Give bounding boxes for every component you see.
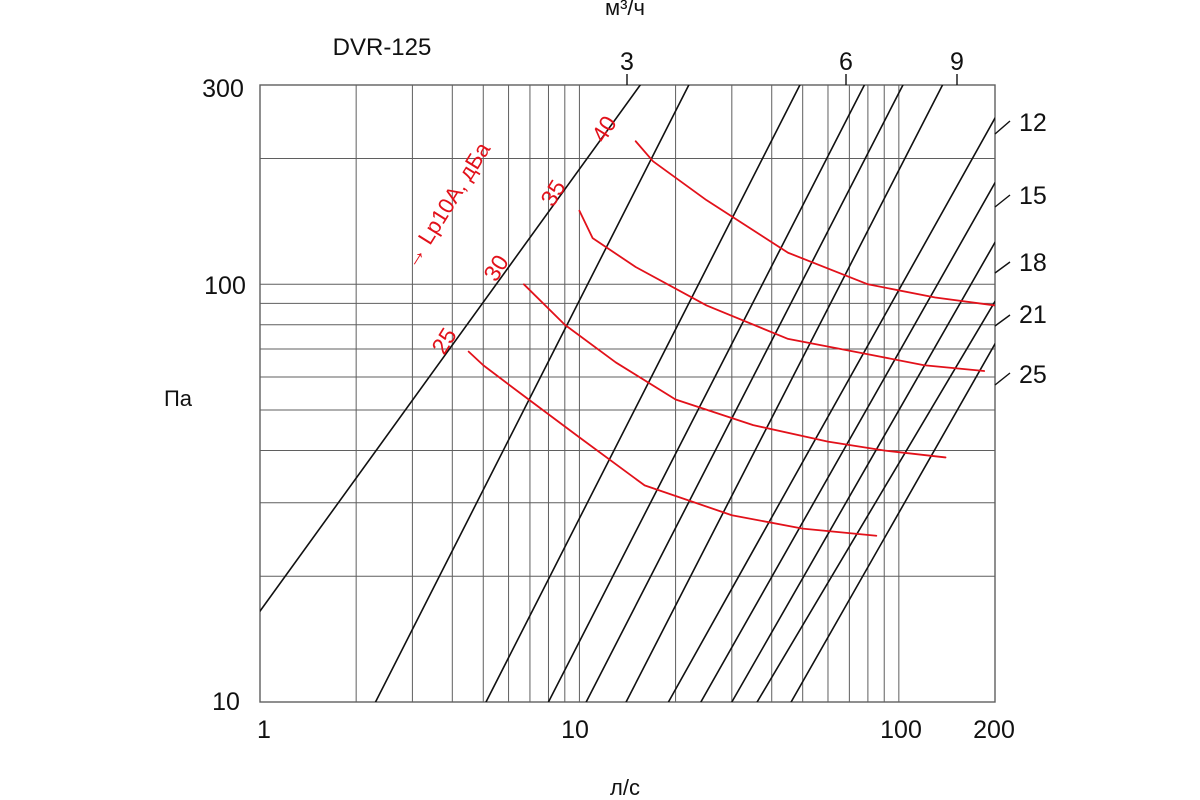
series-curve-40 [634, 140, 995, 307]
right-label-15: 15 [1019, 182, 1047, 210]
diagonal-line-7 [667, 117, 995, 702]
x-tick-1: 1 [257, 716, 271, 744]
right-label-mark-1 [994, 120, 1011, 135]
diagonal-line-2 [374, 85, 690, 702]
right-label-12: 12 [1019, 109, 1047, 137]
right-label-25: 25 [1019, 361, 1047, 389]
diagonal-line-8 [700, 181, 995, 702]
top-tick-9: 9 [950, 48, 964, 76]
diagonal-line-10 [756, 300, 995, 702]
y-tick-300: 300 [202, 75, 244, 103]
plot-frame [259, 84, 996, 703]
right-label-mark-4 [994, 314, 1011, 327]
series-curve-25 [467, 350, 878, 537]
right-label-mark-5 [994, 372, 1011, 386]
top-tick-6: 6 [839, 48, 853, 76]
diagonal-line-5 [585, 85, 904, 702]
right-label-mark-3 [994, 261, 1011, 274]
grid-layer [260, 85, 995, 702]
top-axis-label: м³/ч [605, 0, 645, 20]
right-label-mark-2 [994, 194, 1011, 208]
ticks-layer [626, 74, 1011, 386]
bottom-axis-label: л/с [610, 775, 640, 800]
x-tick-10: 10 [561, 716, 589, 744]
left-axis-label: Па [164, 386, 193, 411]
x-tick-200: 200 [973, 716, 1015, 744]
diagonal-line-4 [547, 85, 866, 702]
series-curve-35 [578, 209, 986, 372]
right-label-18: 18 [1019, 249, 1047, 277]
diagonal-line-11 [790, 343, 995, 702]
x-tick-100: 100 [880, 716, 922, 744]
curve-label-25: 25 [426, 323, 462, 358]
y-tick-10: 10 [212, 688, 240, 716]
diagonal-line-6 [625, 85, 944, 702]
diagonal-line-9 [731, 241, 995, 702]
diagonal-line-1 [260, 85, 642, 612]
y-tick-100: 100 [204, 272, 246, 300]
series-layer [467, 140, 995, 537]
curve-label-40: 40 [586, 111, 622, 146]
curve-label-35: 35 [535, 175, 571, 210]
right-label-21: 21 [1019, 301, 1047, 329]
chart-title: DVR-125 [333, 34, 432, 61]
diagonal-line-3 [485, 85, 801, 702]
series-curve-30 [522, 283, 947, 459]
top-tick-3: 3 [620, 48, 634, 76]
diagonal-layer [260, 85, 995, 702]
